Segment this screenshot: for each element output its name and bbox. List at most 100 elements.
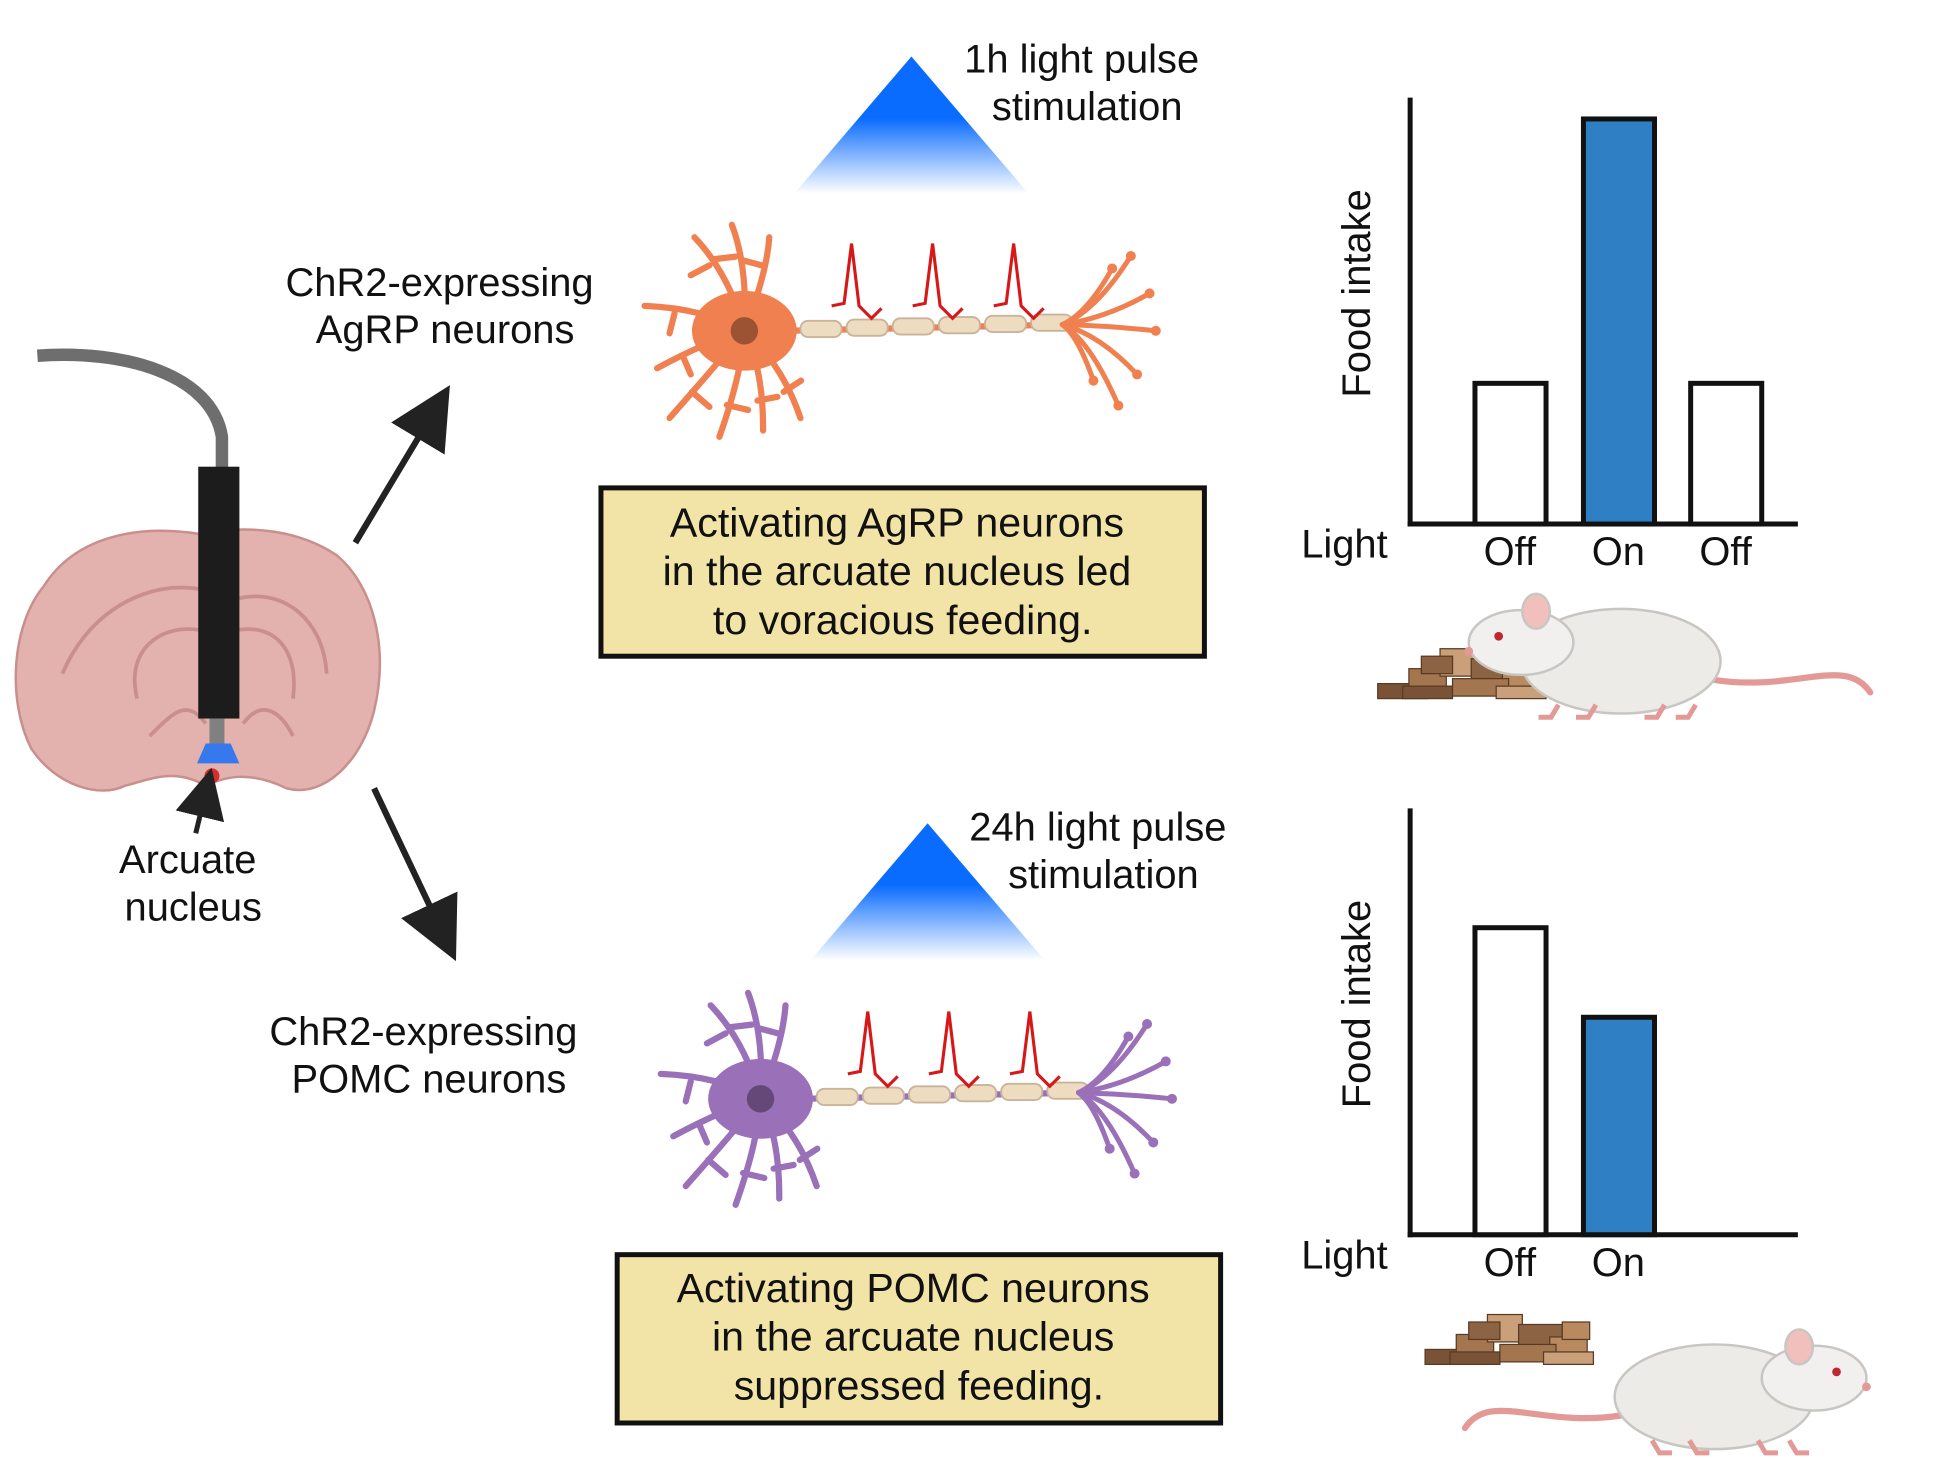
mouse-ear bbox=[1521, 592, 1552, 631]
agrp-finding-text: Activating AgRP neurons in the arcuate n… bbox=[663, 500, 1143, 643]
food-pellet bbox=[1420, 655, 1454, 675]
myelin-sheath bbox=[799, 319, 843, 338]
terminal-bouton bbox=[1104, 1143, 1115, 1154]
arrow-to-pomc bbox=[371, 787, 458, 962]
food-intake-chart-pomc: Off On Food intake Light bbox=[1301, 808, 1798, 1285]
light-beam-top bbox=[794, 56, 1029, 194]
myelin-sheath bbox=[845, 318, 889, 337]
stim-label-top: 1h light pulse stimulation bbox=[964, 38, 1210, 129]
mouse-walking-away-illustration bbox=[1424, 1313, 1871, 1456]
x-tick-label: On bbox=[1592, 530, 1645, 574]
mouse-paw bbox=[1787, 1439, 1810, 1456]
mouse-paw bbox=[1755, 1439, 1778, 1456]
food-pellet bbox=[1542, 1351, 1595, 1366]
pomc-neuron-icon bbox=[657, 989, 1177, 1208]
terminal-bouton bbox=[1167, 1093, 1177, 1104]
pomc-finding-box bbox=[614, 1252, 1224, 1426]
myelin-sheath bbox=[891, 317, 935, 336]
mouse-paw bbox=[1575, 703, 1599, 720]
nucleus bbox=[730, 317, 759, 345]
mouse-ear bbox=[1784, 1328, 1815, 1366]
bar-off bbox=[1472, 380, 1549, 527]
agrp-finding-box bbox=[598, 485, 1207, 659]
food-pellet bbox=[1402, 685, 1454, 700]
agrp-neuron-icon bbox=[641, 221, 1161, 440]
terminal-bouton bbox=[1142, 1019, 1153, 1029]
mouse-head bbox=[1760, 1344, 1868, 1412]
mouse-tail bbox=[1711, 672, 1874, 696]
soma bbox=[708, 1058, 813, 1139]
terminal-bouton bbox=[1107, 263, 1118, 274]
axon-terminal bbox=[1059, 322, 1159, 334]
light-emission bbox=[196, 743, 240, 764]
x-tick-label: Off bbox=[1484, 1241, 1537, 1285]
agrp-neuron-label: ChR2-expressing AgRP neurons bbox=[286, 261, 605, 352]
action-potential-spike bbox=[928, 1011, 980, 1089]
myelin-sheath bbox=[984, 314, 1028, 333]
mouse-nose bbox=[1862, 1382, 1871, 1392]
action-potential-spike bbox=[831, 243, 883, 321]
bar-on bbox=[1580, 116, 1658, 527]
x-tick-label: On bbox=[1592, 1241, 1645, 1285]
mouse-paw bbox=[1644, 703, 1667, 720]
terminal-bouton bbox=[1125, 250, 1136, 261]
light-row-label: Light bbox=[1301, 1233, 1387, 1277]
terminal-bouton bbox=[1129, 1168, 1140, 1179]
axon-terminal bbox=[1075, 1021, 1150, 1096]
mouse-paw bbox=[1538, 703, 1561, 720]
mouse-paw bbox=[1675, 703, 1698, 720]
mouse-head bbox=[1467, 608, 1575, 677]
terminal-bouton bbox=[1088, 375, 1099, 386]
pomc-finding-text: Activating POMC neurons in the arcuate n… bbox=[677, 1265, 1162, 1408]
x-tick-label: Off bbox=[1484, 530, 1537, 574]
myelin-sheath bbox=[937, 316, 981, 335]
food-intake-chart-agrp: Off On Off Food intake Light bbox=[1301, 97, 1798, 574]
light-row-label: Light bbox=[1301, 523, 1387, 567]
arcuate-nucleus-label: Arcuate nucleus bbox=[119, 838, 268, 929]
action-potential-spike bbox=[847, 1011, 899, 1089]
bar-off bbox=[1472, 925, 1549, 1238]
myelin-sheath bbox=[954, 1084, 998, 1103]
y-axis-label: Food intake bbox=[1335, 189, 1379, 397]
mouse-tail bbox=[1461, 1407, 1624, 1432]
mouse-nose bbox=[1464, 646, 1474, 656]
mouse-paw bbox=[1649, 1439, 1672, 1456]
terminal-bouton bbox=[1113, 400, 1124, 411]
bar-off bbox=[1688, 380, 1765, 527]
action-potential-spike bbox=[993, 243, 1045, 321]
myelin-sheath bbox=[815, 1087, 859, 1106]
terminal-bouton bbox=[1148, 1137, 1159, 1148]
pomc-neuron-label: ChR2-expressing POMC neurons bbox=[269, 1010, 588, 1101]
mouse-paw bbox=[1687, 1439, 1710, 1456]
axon-terminal bbox=[1059, 322, 1096, 384]
soma bbox=[691, 290, 797, 371]
myelin-sheath bbox=[1000, 1082, 1044, 1102]
terminal-bouton bbox=[1123, 1031, 1134, 1042]
myelin-sheath bbox=[861, 1086, 905, 1105]
arcuate-nucleus-marker bbox=[204, 768, 220, 784]
terminal-bouton bbox=[1144, 288, 1155, 299]
x-tick-label: Off bbox=[1699, 530, 1752, 574]
food-pellet bbox=[1449, 1351, 1501, 1366]
y-axis-label: Food intake bbox=[1335, 900, 1379, 1108]
mouse-eye bbox=[1494, 631, 1504, 641]
axon-terminal bbox=[1075, 1090, 1175, 1102]
food-pellet bbox=[1468, 1321, 1501, 1341]
action-potential-spike bbox=[1009, 1011, 1061, 1089]
food-pellet bbox=[1561, 1321, 1591, 1341]
terminal-bouton bbox=[1160, 1056, 1171, 1067]
mouse-eating-illustration bbox=[1377, 592, 1874, 720]
optic-fiber bbox=[198, 466, 240, 719]
myelin-sheath bbox=[907, 1085, 951, 1104]
mouse-eye bbox=[1832, 1367, 1841, 1377]
bar-on bbox=[1580, 1014, 1658, 1238]
terminal-bouton bbox=[1132, 369, 1143, 380]
arrow-to-agrp bbox=[352, 385, 450, 545]
axon-terminal bbox=[1059, 253, 1134, 328]
terminal-bouton bbox=[1150, 325, 1161, 336]
light-beam-bottom bbox=[810, 823, 1045, 961]
nucleus bbox=[746, 1085, 775, 1113]
axon-terminal bbox=[1075, 1090, 1113, 1152]
stim-label-bottom: 24h light pulse stimulation bbox=[969, 806, 1237, 897]
